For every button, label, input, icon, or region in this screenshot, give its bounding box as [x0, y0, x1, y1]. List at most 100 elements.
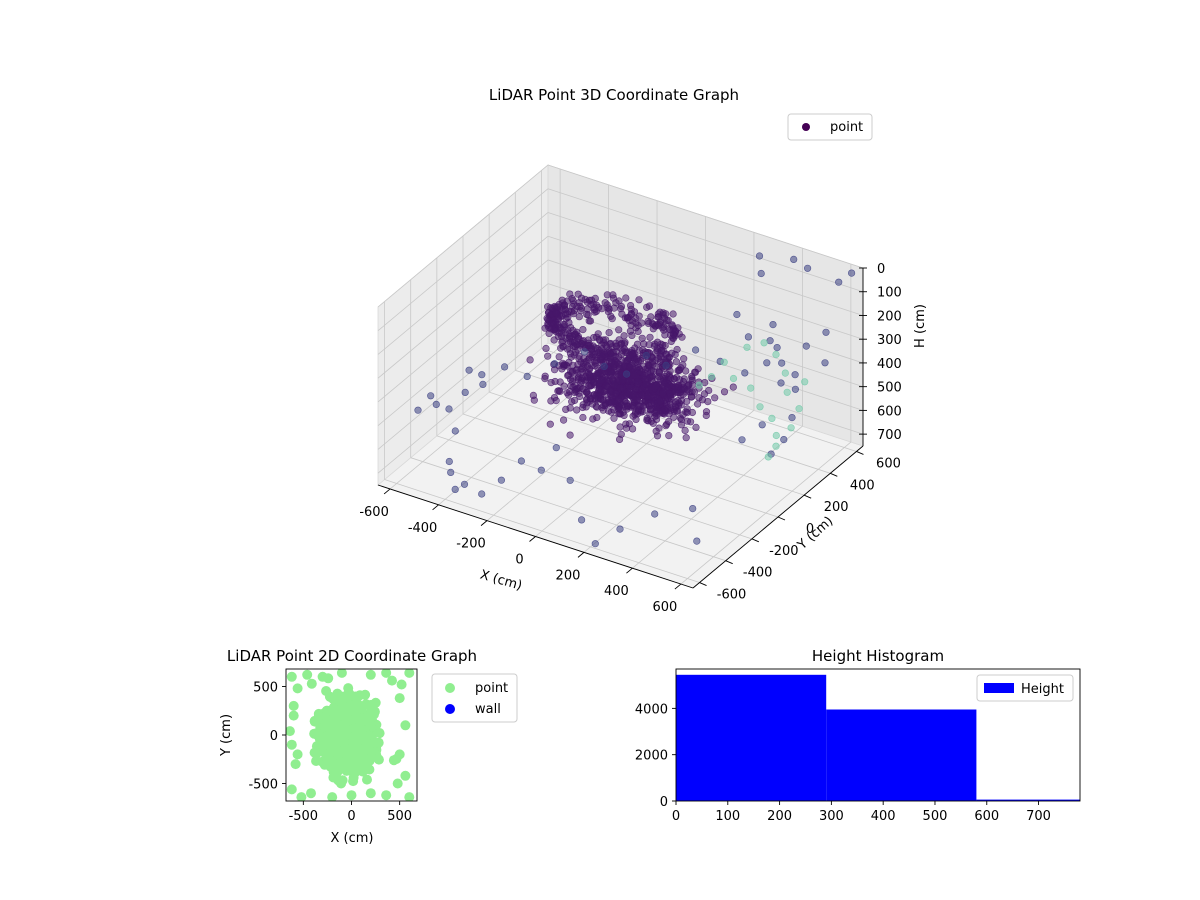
histogram-legend: Height — [976, 674, 1074, 702]
chart-height-histogram: Height Histogram 0 100 200 300 400 500 600 7000… — [635, 647, 1081, 824]
chart-2d-y-tick-label: 500 — [253, 680, 278, 695]
chart-3d-point — [601, 299, 609, 307]
chart-2d-point — [286, 784, 297, 795]
chart-3d-point — [791, 385, 800, 393]
histogram-bar — [676, 674, 827, 801]
chart-3d-point — [692, 423, 700, 432]
chart-3d-point — [651, 510, 659, 518]
chart-2d-legend-marker-point — [445, 683, 455, 693]
chart-3d-z-tick-label: 200 — [877, 309, 902, 324]
chart-3d-point — [626, 302, 635, 310]
chart-3d-point — [694, 365, 702, 373]
chart-3d-point — [578, 337, 586, 346]
chart-3d-point — [570, 396, 579, 405]
chart-3d-point — [679, 378, 688, 386]
chart-3d-point — [847, 269, 856, 277]
chart-3d-x-tick-label: -200 — [456, 537, 486, 552]
chart-3d-point — [608, 398, 616, 407]
chart-3d-point — [669, 334, 678, 343]
chart-2d-point — [360, 689, 371, 700]
chart-3d-point — [666, 392, 675, 401]
chart-3d-point — [679, 361, 687, 369]
chart-3d-point — [563, 389, 571, 397]
chart-2d-legend-label-point: point — [475, 681, 508, 696]
chart-3d-grid-y-floor — [489, 391, 805, 496]
chart-3d-point — [738, 436, 746, 444]
chart-3d-point — [788, 414, 796, 422]
chart-3d-point — [802, 342, 810, 350]
chart-3d-y-tick — [777, 516, 786, 521]
chart-3d-point — [777, 379, 785, 387]
chart-3d-point — [537, 466, 545, 474]
chart-3d-point — [617, 430, 625, 438]
chart-2d-point — [322, 730, 333, 741]
chart-3d-point — [602, 336, 610, 344]
chart-3d-point — [772, 431, 780, 440]
chart-3d-x-tick — [529, 536, 536, 542]
chart-3d-point — [646, 405, 654, 414]
chart-3d-point — [691, 346, 700, 354]
chart-3d-point — [760, 339, 768, 347]
histogram-y-tick-label: 4000 — [635, 702, 668, 717]
chart-2d-xlabel: X (cm) — [331, 831, 374, 846]
histogram-x-tick-label: 200 — [767, 809, 792, 824]
chart-3d-point — [674, 397, 682, 405]
chart-2d-point — [404, 792, 415, 801]
chart-3d-point — [598, 353, 606, 361]
chart-3d-z-tick-label: 300 — [877, 333, 902, 348]
chart-3d-point — [655, 368, 663, 377]
chart-3d-point — [644, 392, 652, 400]
chart-3d-point — [547, 304, 555, 312]
chart-3d-point — [460, 480, 469, 488]
chart-3d-point — [576, 392, 584, 401]
chart-3d-point — [695, 381, 703, 389]
chart-3d-point — [707, 373, 716, 381]
histogram-frame — [675, 668, 1081, 802]
chart-3d-point — [547, 379, 555, 387]
chart-3d-point — [663, 317, 671, 325]
chart-3d-point — [607, 353, 615, 361]
histogram-x-tick-label: 0 — [672, 809, 680, 824]
chart-3d-y-tick-label: 600 — [876, 456, 901, 471]
chart-3d-point — [445, 457, 453, 466]
chart-3d-point — [652, 406, 660, 414]
chart-3d-z-tick-label: 500 — [877, 381, 902, 396]
chart-3d-point — [559, 416, 568, 424]
chart-2d-point — [330, 759, 341, 770]
chart-3d-point — [600, 362, 608, 371]
chart-3d-point — [606, 340, 614, 348]
chart-2d-point — [361, 737, 371, 747]
chart-3d-point — [432, 400, 440, 409]
chart-3d-point — [545, 317, 553, 325]
chart-3d-point — [821, 359, 829, 367]
chart-3d-point — [557, 344, 565, 352]
chart-2d-point — [400, 770, 411, 781]
chart-3d-x-tick — [626, 567, 633, 574]
chart-3d-point — [659, 347, 668, 355]
chart-3d-point — [589, 415, 597, 423]
chart-3d-point — [579, 326, 587, 334]
chart-3d-z-tick-label: 600 — [877, 404, 902, 419]
chart-3d-point — [585, 381, 593, 390]
chart-3d-point — [772, 350, 780, 359]
chart-3d-point — [646, 333, 654, 341]
chart-3d-point — [660, 410, 668, 418]
chart-2d-point — [370, 737, 380, 748]
chart-3d-point — [634, 377, 642, 386]
chart-2d-point — [328, 772, 339, 783]
chart-3d-point — [581, 296, 589, 304]
chart-3d-point — [616, 406, 624, 414]
chart-3d-point — [478, 371, 486, 379]
chart-3d-point — [558, 326, 566, 334]
chart-3d-point — [677, 416, 686, 424]
chart-3d-z-tick-label: 100 — [877, 286, 902, 301]
chart-3d-point — [652, 382, 660, 390]
chart-3d-grid-y-floor — [462, 413, 779, 518]
chart-3d-point — [635, 312, 643, 320]
chart-2d-scatter: LiDAR Point 2D Coordinate Graph -500-500… — [219, 647, 518, 846]
chart-3d-x-tick — [480, 520, 488, 526]
chart-3d-point — [733, 310, 741, 319]
chart-3d-y-tick — [725, 560, 733, 565]
chart-3d-point — [545, 329, 553, 338]
chart-3d-point — [683, 417, 692, 425]
